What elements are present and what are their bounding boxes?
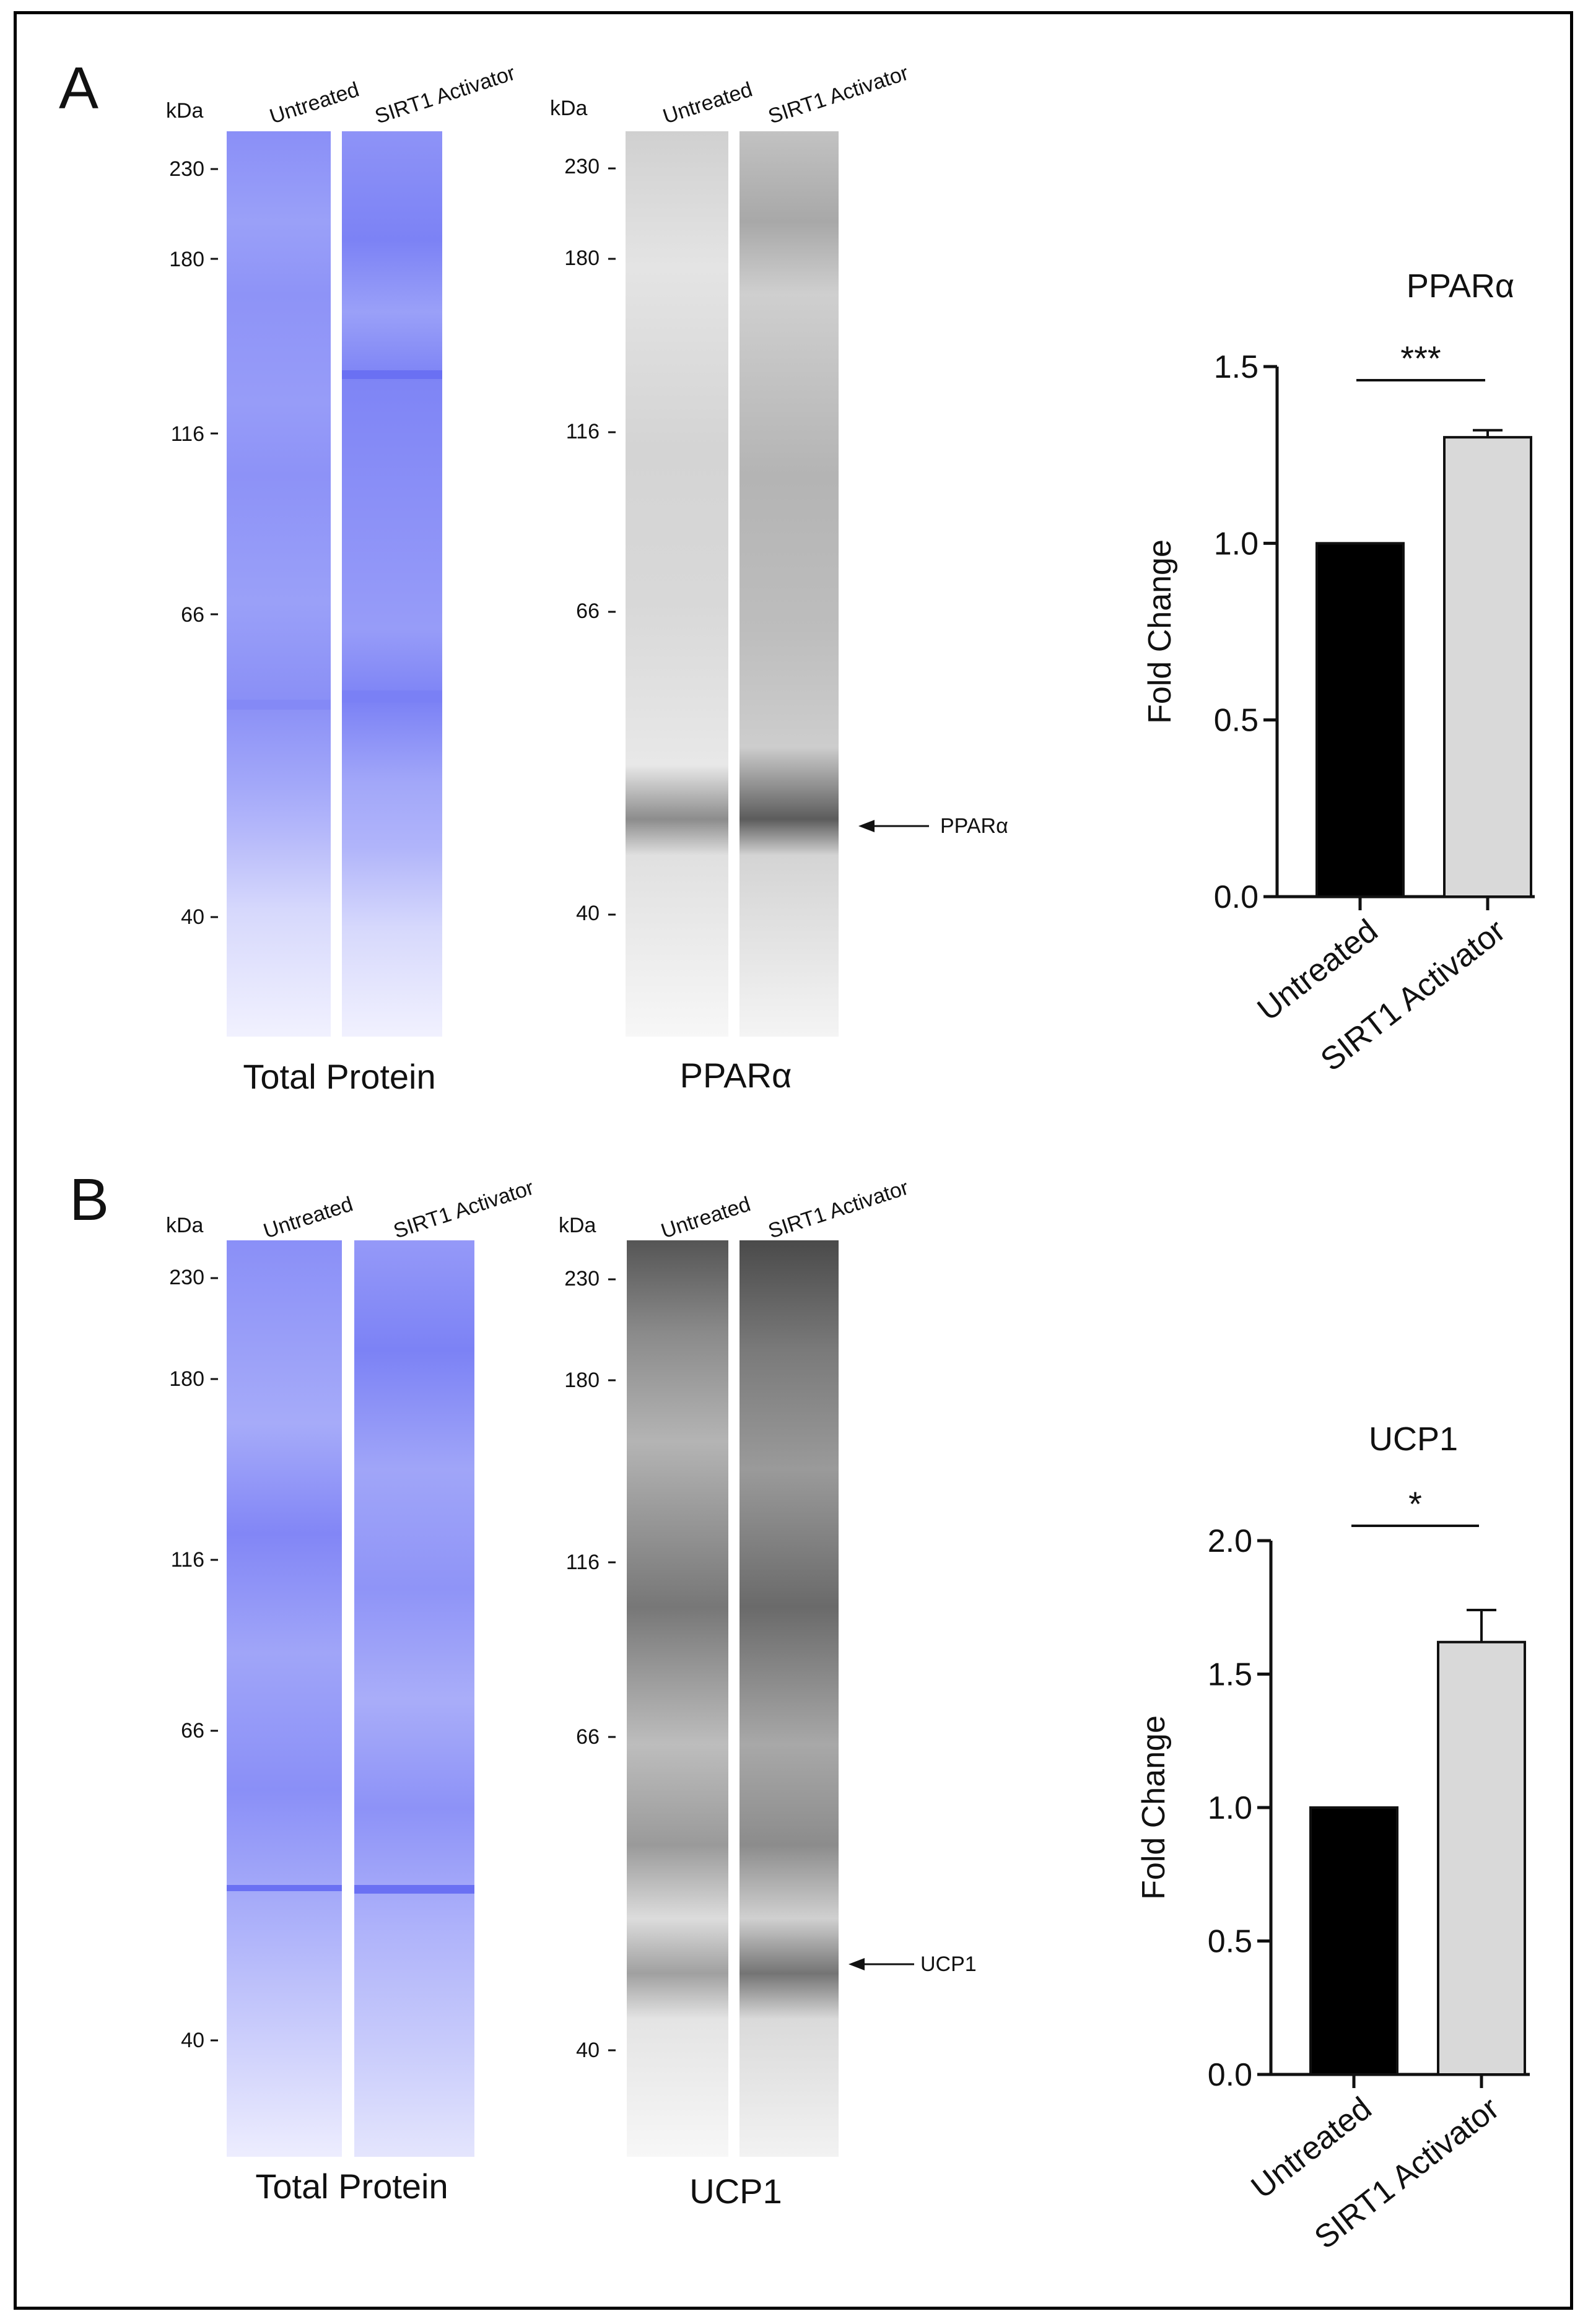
y-tick-label: 1.0 xyxy=(1214,526,1259,562)
panel-b-total-protein-gel: kDa Untreated SIRT1 Activator 230 180 11… xyxy=(166,1176,537,2206)
marker-116: 116 xyxy=(566,1551,600,1574)
panel-a-target-blot: kDa Untreated SIRT1 Activator 230 180 11… xyxy=(550,61,1008,1095)
panel-b-tp-lane-untreated: Untreated xyxy=(261,1192,356,1243)
marker-230: 230 xyxy=(564,1267,600,1290)
panel-b-blot-lane-activator: SIRT1 Activator xyxy=(766,1176,912,1243)
significance-label: *** xyxy=(1400,339,1441,378)
y-axis-label: Fold Change xyxy=(1136,1715,1172,1900)
panel-b-arrow-label: UCP1 xyxy=(920,1952,977,1976)
marker-40: 40 xyxy=(576,2039,600,2062)
panel-a-letter: A xyxy=(59,55,98,121)
marker-40: 40 xyxy=(181,2029,204,2052)
marker-230: 230 xyxy=(564,155,600,178)
panel-b-tp-markers: 230 180 116 66 40 xyxy=(169,1266,218,2052)
panel-a-blot-lane-activator: SIRT1 Activator xyxy=(766,61,912,129)
panel-b-tp-lane-1 xyxy=(227,1240,342,2157)
y-tick-label: 0.5 xyxy=(1208,1924,1252,1960)
y-tick-label: 0.5 xyxy=(1214,703,1259,739)
panel-a-tp-markers: 230 180 116 66 40 xyxy=(169,157,218,929)
y-tick-label: 1.0 xyxy=(1208,1790,1252,1826)
chart-title: PPARα xyxy=(1407,268,1514,305)
panel-b-tp-lane-2 xyxy=(354,1240,474,2157)
y-tick-label: 1.5 xyxy=(1214,349,1259,385)
marker-180: 180 xyxy=(169,1367,204,1391)
marker-40: 40 xyxy=(576,902,600,925)
y-tick-label: 1.5 xyxy=(1208,1657,1252,1693)
panel-a-tp-lane-activator: SIRT1 Activator xyxy=(372,61,518,129)
y-tick-label: 0.0 xyxy=(1214,879,1259,915)
panel-b-blot-caption: UCP1 xyxy=(689,2172,782,2211)
panel-b-tp-band xyxy=(227,1885,342,1891)
panel-b-tp-lane-activator: SIRT1 Activator xyxy=(391,1176,537,1243)
significance-label: * xyxy=(1408,1484,1422,1523)
panel-a-blot-lane-2 xyxy=(739,131,839,1037)
y-tick-label: 0.0 xyxy=(1208,2057,1252,2093)
panel-a-tp-lane-untreated: Untreated xyxy=(267,77,362,128)
figure-frame xyxy=(14,11,1573,2310)
panel-b-blot-lane-1 xyxy=(627,1240,728,2157)
panel-b-blot-lane-2 xyxy=(739,1240,839,2157)
panel-b: B kDa Untreated SIRT1 Activator 230 180 … xyxy=(69,1167,1530,2256)
marker-116: 116 xyxy=(566,420,600,443)
marker-66: 66 xyxy=(576,1725,600,1749)
panel-b-blot-markers: 230 180 116 66 40 xyxy=(564,1267,616,2062)
bar-sirt1-activator xyxy=(1443,436,1532,898)
panel-a-total-protein-gel: kDa Untreated SIRT1 Activator 230 180 11… xyxy=(166,61,518,1096)
panel-a-blot-kda-label: kDa xyxy=(550,97,588,120)
panel-b-tp-caption: Total Protein xyxy=(255,2167,448,2206)
marker-180: 180 xyxy=(564,1369,600,1392)
panel-a-tp-band xyxy=(342,370,442,379)
panel-a-blot-lane-1 xyxy=(626,131,728,1037)
panel-b-tp-band xyxy=(354,1885,474,1894)
panel-a: A kDa Untreated SIRT1 Activator 230 180 … xyxy=(59,55,1535,1096)
marker-40: 40 xyxy=(181,905,204,929)
marker-230: 230 xyxy=(169,157,204,181)
panel-a-blot-caption: PPARα xyxy=(680,1056,792,1095)
panel-b-target-blot: kDa Untreated SIRT1 Activator 230 180 11… xyxy=(559,1176,977,2211)
marker-66: 66 xyxy=(181,1719,204,1743)
panel-a-tp-kda-label: kDa xyxy=(166,99,204,123)
marker-66: 66 xyxy=(181,603,204,627)
marker-66: 66 xyxy=(576,599,600,623)
panel-a-blot-markers: 230 180 116 66 40 xyxy=(564,155,616,925)
y-tick-label: 2.0 xyxy=(1208,1523,1252,1559)
panel-a-blot-lane-untreated: Untreated xyxy=(660,77,756,128)
panel-b-blot-kda-label: kDa xyxy=(559,1214,596,1237)
y-axis-label: Fold Change xyxy=(1142,539,1178,724)
chart-title: UCP1 xyxy=(1369,1421,1458,1458)
panel-a-arrow-label: PPARα xyxy=(940,814,1008,838)
panel-a-tp-lane-1 xyxy=(227,131,331,1037)
bar-untreated xyxy=(1309,1806,1398,2076)
panel-a-tp-band xyxy=(342,690,442,703)
panel-a-arrow-head xyxy=(858,820,875,832)
panel-a-tp-band xyxy=(227,700,331,710)
panel-a-tp-lane-2 xyxy=(342,131,442,1037)
marker-230: 230 xyxy=(169,1266,204,1289)
marker-116: 116 xyxy=(171,1548,204,1572)
marker-180: 180 xyxy=(564,246,600,270)
panel-b-blot-lane-untreated: Untreated xyxy=(658,1192,754,1243)
panel-b-tp-kda-label: kDa xyxy=(166,1214,204,1237)
bar-sirt1-activator xyxy=(1437,1640,1526,2076)
panel-b-letter: B xyxy=(69,1167,109,1233)
panel-a-tp-caption: Total Protein xyxy=(243,1057,435,1096)
bar-untreated xyxy=(1315,542,1405,898)
marker-180: 180 xyxy=(169,248,204,271)
marker-116: 116 xyxy=(171,422,204,446)
panel-b-arrow-head xyxy=(849,1958,865,1970)
